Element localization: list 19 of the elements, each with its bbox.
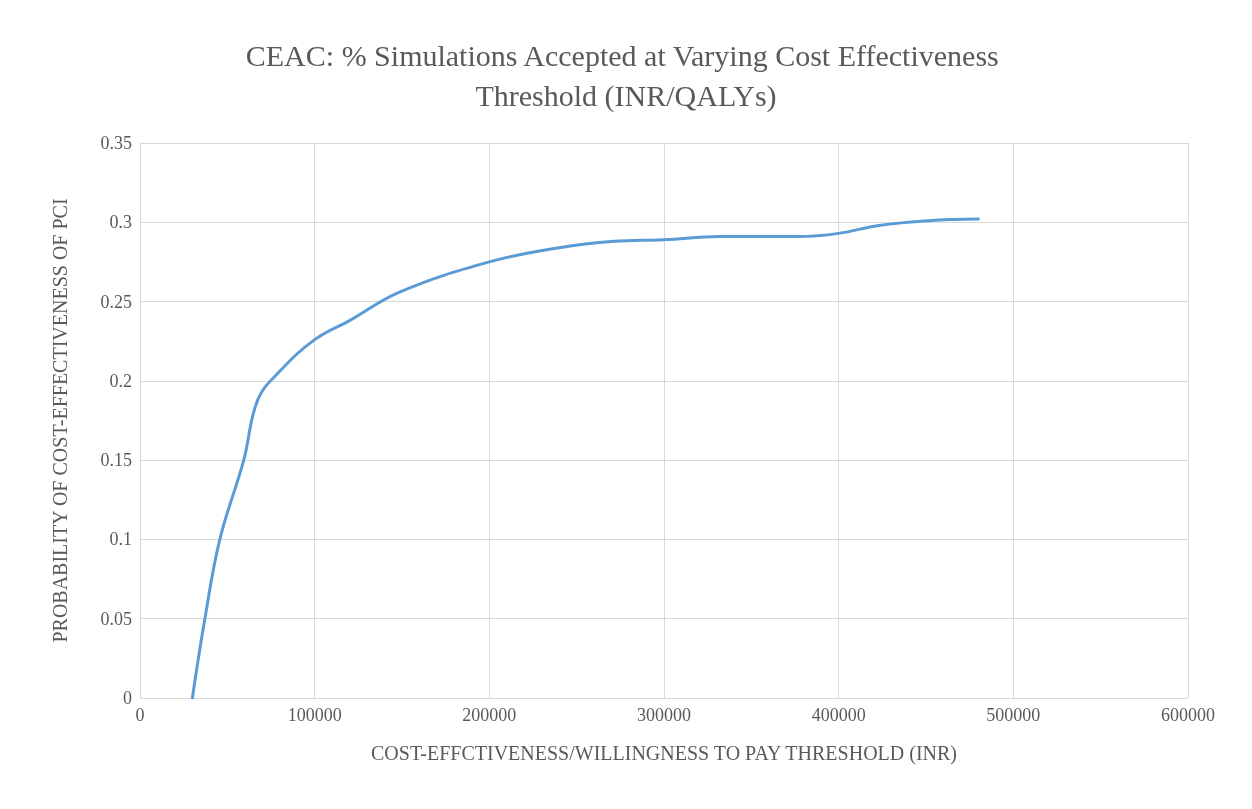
y-tick-label: 0.3 — [109, 212, 132, 233]
x-axis-title: COST-EFFCTIVENESS/WILLINGNESS TO PAY THRESHOLD (INR) — [371, 742, 957, 765]
x-tick-label: 100000 — [287, 705, 342, 725]
x-tick-label: 600000 — [1161, 705, 1215, 725]
y-tick-label: 0.2 — [109, 370, 132, 391]
x-tick-label: 200000 — [462, 705, 517, 725]
x-tick-label: 500000 — [986, 705, 1041, 725]
chart-title: CEAC: % Simulations Accepted at Varying Cost Effectiveness Threshold (INR/QALYs) — [245, 38, 1007, 113]
y-tick-label: 0 — [123, 688, 132, 708]
y-tick-label: 0.35 — [100, 133, 132, 153]
x-tick-label: 300000 — [637, 705, 691, 725]
y-tick-label: 0.15 — [100, 450, 132, 471]
y-tick-label: 0.25 — [100, 291, 132, 312]
x-tick-label: 0 — [135, 705, 145, 725]
y-axis-title: PROBABILITY OF COST-EFFECTIVENESS OF PCI — [49, 198, 71, 643]
x-tick-label: 400000 — [811, 705, 866, 725]
line-series — [190, 217, 980, 700]
y-tick-label: 0.05 — [100, 608, 132, 629]
y-tick-label: 0.1 — [109, 529, 132, 550]
